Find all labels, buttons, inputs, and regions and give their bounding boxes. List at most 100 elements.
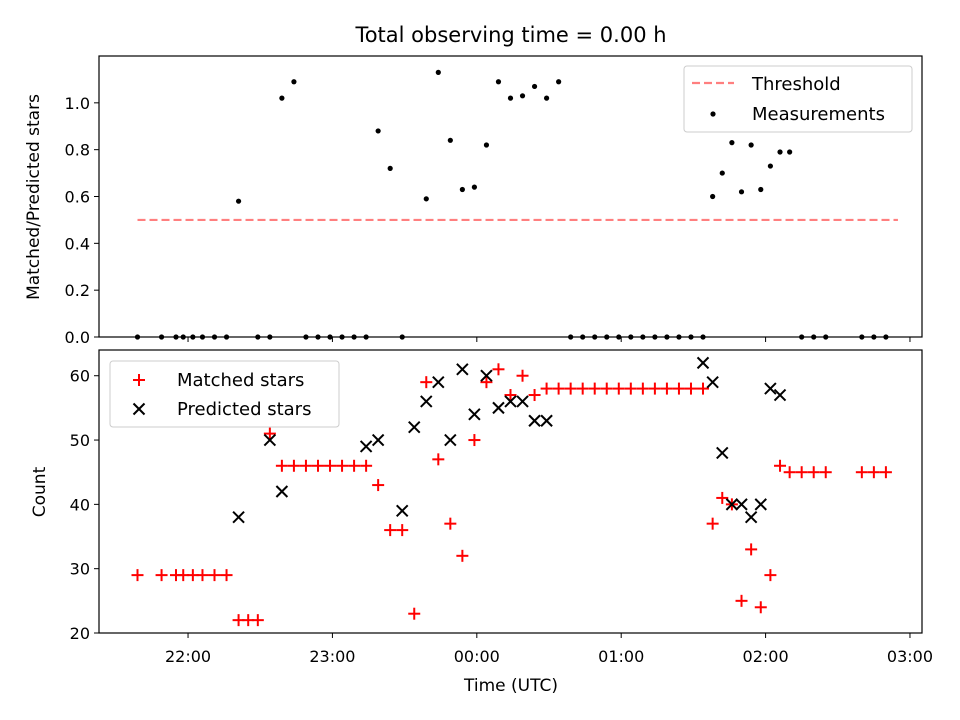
- bottom-panel: 20 30 40 50 60 22:00 23:00 00:00 01:00 02:00 03:0…: [30, 349, 933, 696]
- bottom-y-tick-label: 60: [70, 367, 90, 386]
- matched-star-point: [540, 382, 553, 395]
- measurement-point: [767, 163, 773, 169]
- measurement-point: [507, 95, 514, 101]
- top-y-tick-label: 0.0: [65, 328, 90, 347]
- matched-star-point: [867, 466, 880, 479]
- top-y-axis: 0.0 0.2 0.4 0.6 0.8 1.0: [65, 94, 99, 347]
- matched-star-point: [745, 543, 758, 556]
- matched-star-point: [492, 363, 505, 376]
- matched-star-point: [576, 382, 589, 395]
- matched-star-point: [636, 382, 649, 395]
- matched-star-point: [299, 459, 312, 472]
- matched-star-point: [251, 614, 264, 627]
- top-legend: Threshold Measurements: [683, 65, 913, 133]
- top-y-tick-label: 0.4: [65, 234, 90, 253]
- predicted-star-point: [456, 363, 469, 376]
- predicted-star-point: [504, 395, 517, 408]
- bottom-x-tick-label: 00:00: [454, 647, 500, 666]
- bottom-plot-area: [131, 356, 892, 627]
- predicted-star-point: [540, 414, 553, 427]
- matched-star-point: [287, 459, 300, 472]
- bottom-y-axis: 20 30 40 50 60: [70, 367, 99, 643]
- measurement-point: [556, 79, 562, 85]
- predicted-star-point: [716, 446, 729, 460]
- matched-star-point: [783, 466, 796, 479]
- predicted-star-point: [359, 440, 373, 453]
- matched-star-point: [819, 466, 832, 479]
- measurement-point: [543, 95, 550, 101]
- predicted-star-point: [396, 504, 409, 518]
- matched-star-point: [311, 459, 324, 472]
- bottom-x-tick-label: 03:00: [887, 647, 933, 666]
- measurement-point: [719, 170, 725, 176]
- matched-legend-marker: [133, 374, 145, 386]
- matched-star-point: [444, 517, 457, 530]
- matched-star-point: [468, 434, 481, 447]
- bottom-x-tick-label: 02:00: [743, 647, 789, 666]
- predicted-star-point: [516, 395, 529, 408]
- matched-star-point: [372, 479, 385, 492]
- top-y-tick-label: 0.6: [65, 188, 90, 207]
- measurement-point: [279, 95, 285, 101]
- matched-star-point: [360, 459, 373, 472]
- matched-star-point: [263, 427, 276, 440]
- bottom-x-tick-label: 01:00: [598, 647, 644, 666]
- matched-star-point: [208, 569, 221, 582]
- matched-star-point: [456, 549, 469, 562]
- matched-star-point: [684, 382, 697, 395]
- matched-star-point: [196, 569, 209, 582]
- matched-star-point: [564, 382, 577, 395]
- measurement-point: [495, 79, 502, 85]
- top-panel: Total observing time = 0.00 h 0.00.20.40…: [24, 23, 923, 347]
- measurement-point: [519, 93, 526, 99]
- matched-star-point: [396, 524, 409, 537]
- bottom-axes-frame: [98, 349, 923, 634]
- matched-star-point: [220, 569, 233, 582]
- matched-star-point: [528, 389, 541, 402]
- matched-star-point: [480, 376, 493, 389]
- measurement-point: [777, 149, 783, 155]
- predicted-star-point: [764, 382, 777, 395]
- predicted-star-point: [432, 375, 445, 389]
- top-y-tick-label: 0.8: [65, 141, 90, 160]
- matched-star-point: [648, 382, 661, 395]
- matched-star-point: [807, 466, 820, 479]
- measurement-point: [748, 142, 754, 148]
- predicted-star-point: [773, 388, 787, 402]
- matched-star-point: [432, 453, 445, 466]
- measurement-point: [235, 198, 242, 204]
- predicted-star-point: [408, 420, 421, 434]
- matched-star-point: [420, 376, 433, 389]
- matched-star-point: [716, 491, 729, 504]
- predicted-star-point: [420, 395, 433, 408]
- predicted-star-point: [706, 375, 719, 389]
- predicted-star-point: [444, 433, 457, 447]
- matched-star-point: [706, 517, 719, 530]
- matched-star-point: [504, 389, 517, 402]
- top-y-tick-label: 0.2: [65, 281, 90, 300]
- matched-star-point: [879, 466, 892, 479]
- bottom-y-axis-label: Count: [30, 466, 50, 517]
- matched-star-point: [795, 466, 808, 479]
- bottom-y-tick-label: 40: [70, 495, 90, 514]
- measurement-point: [471, 184, 478, 190]
- matched-star-point: [735, 594, 748, 607]
- bottom-x-tick-label: 23:00: [309, 647, 355, 666]
- measurement-point: [738, 189, 745, 195]
- predicted-star-point: [468, 408, 481, 421]
- bottom-y-tick-label: 20: [70, 624, 90, 643]
- matched-star-point: [600, 382, 613, 395]
- measurement-point: [758, 186, 764, 193]
- matched-star-point: [348, 459, 361, 472]
- predicted-star-point: [754, 498, 767, 511]
- measurements-legend-label: Measurements: [752, 104, 885, 125]
- measurement-point: [531, 83, 538, 90]
- bottom-legend-box: [109, 360, 340, 428]
- predicted-star-point: [725, 498, 739, 511]
- matched-star-point: [131, 569, 144, 582]
- predicted-star-point: [744, 511, 758, 524]
- measurement-point: [447, 137, 453, 143]
- measurements-legend-swatch: [710, 111, 716, 117]
- matched-star-point: [774, 459, 787, 472]
